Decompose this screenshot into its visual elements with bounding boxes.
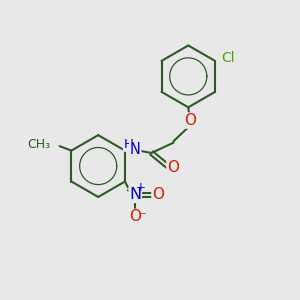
Text: O: O xyxy=(184,113,196,128)
Text: O: O xyxy=(152,187,164,202)
Text: +: + xyxy=(136,181,146,194)
Text: N: N xyxy=(130,142,141,158)
Text: Cl: Cl xyxy=(221,51,235,65)
Text: CH₃: CH₃ xyxy=(27,138,50,151)
Text: O: O xyxy=(167,160,179,175)
Text: N: N xyxy=(129,187,141,202)
Text: H: H xyxy=(124,138,134,151)
Text: O: O xyxy=(129,209,141,224)
Text: ⁻: ⁻ xyxy=(138,209,146,224)
